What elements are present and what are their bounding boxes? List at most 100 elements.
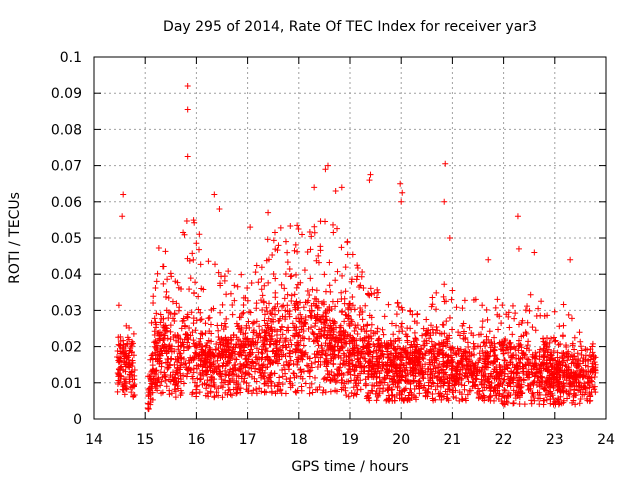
data-point (338, 244, 345, 251)
data-point (388, 350, 395, 357)
data-point (162, 248, 169, 255)
data-point (221, 320, 228, 327)
data-point (275, 383, 282, 390)
data-point (239, 310, 246, 317)
data-point (407, 385, 414, 392)
data-point (175, 334, 182, 341)
data-point (245, 341, 252, 348)
data-point (184, 339, 191, 346)
data-point (256, 385, 263, 392)
data-point (216, 206, 223, 213)
data-point (411, 377, 418, 384)
data-point (491, 358, 498, 365)
data-point (368, 335, 375, 342)
data-point (506, 324, 513, 331)
data-point (345, 378, 352, 385)
data-point (392, 346, 399, 353)
data-point (263, 336, 270, 343)
data-point (340, 360, 347, 367)
data-point (286, 265, 293, 272)
data-point (300, 368, 307, 375)
data-point (259, 364, 266, 371)
data-point (440, 382, 447, 389)
data-point (306, 390, 313, 397)
data-point (550, 370, 557, 377)
data-point (529, 324, 536, 331)
data-point (292, 304, 299, 311)
data-point (555, 386, 562, 393)
data-point (217, 309, 224, 316)
data-point (544, 334, 551, 341)
data-point (219, 394, 226, 401)
data-point (244, 297, 251, 304)
data-point (221, 336, 228, 343)
data-point (454, 361, 461, 368)
data-point (547, 360, 554, 367)
data-point (490, 388, 497, 395)
data-point (504, 373, 511, 380)
data-point (341, 300, 348, 307)
data-point (338, 289, 345, 296)
data-point (255, 279, 262, 286)
data-point (211, 191, 218, 198)
data-point (158, 390, 165, 397)
data-point (117, 364, 124, 371)
data-point (383, 397, 390, 404)
data-point (163, 383, 170, 390)
data-point (493, 355, 500, 362)
data-point (541, 359, 548, 366)
data-point (461, 386, 468, 393)
data-point (157, 382, 164, 389)
data-point (379, 359, 386, 366)
data-point (265, 279, 272, 286)
data-point (164, 325, 171, 332)
data-point (239, 369, 246, 376)
data-point (399, 388, 406, 395)
data-point (193, 390, 200, 397)
data-point (166, 387, 173, 394)
data-point (316, 326, 323, 333)
data-point (526, 374, 533, 381)
data-point (292, 345, 299, 352)
data-point (432, 396, 439, 403)
data-point (501, 363, 508, 370)
data-point (233, 334, 240, 341)
data-point (559, 332, 566, 339)
data-point (446, 235, 453, 241)
data-point (491, 384, 498, 391)
data-point (443, 298, 450, 305)
data-point (530, 393, 537, 400)
data-point (394, 355, 401, 362)
data-point (431, 357, 438, 364)
data-point (462, 355, 469, 362)
data-point (261, 311, 268, 318)
data-point (326, 282, 333, 289)
data-point (302, 320, 309, 327)
data-point (223, 315, 230, 322)
data-point (326, 259, 333, 266)
data-point (196, 231, 203, 238)
data-point (375, 363, 382, 370)
data-point (515, 245, 522, 252)
data-point (310, 330, 317, 337)
data-point (274, 345, 281, 352)
data-point (436, 377, 443, 384)
data-point (200, 361, 207, 368)
data-point (291, 333, 298, 340)
data-point (165, 315, 172, 322)
data-point (308, 364, 315, 371)
data-point (406, 389, 413, 396)
data-point (338, 336, 345, 343)
data-point (519, 363, 526, 370)
data-point (225, 344, 232, 351)
data-point (411, 329, 418, 336)
data-point (550, 347, 557, 354)
data-point (420, 325, 427, 332)
data-point (258, 388, 265, 395)
data-point (351, 352, 358, 359)
data-point (302, 299, 309, 306)
data-point (458, 353, 465, 360)
data-point (147, 377, 154, 384)
data-point (398, 198, 405, 205)
